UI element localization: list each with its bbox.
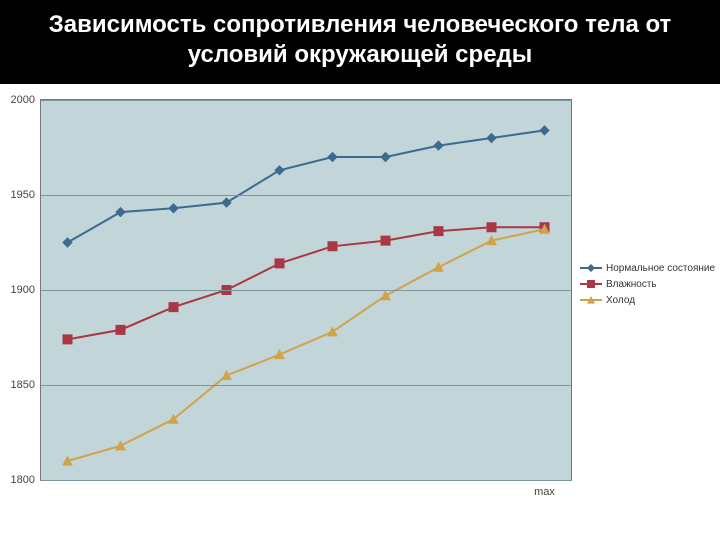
legend-swatch — [580, 262, 602, 274]
series-marker — [275, 350, 284, 359]
series-marker — [487, 134, 496, 143]
series-marker — [116, 325, 125, 334]
y-axis-label: 1850 — [11, 379, 35, 391]
legend-label: Влажность — [606, 279, 657, 290]
gridline — [41, 100, 571, 101]
legend-swatch — [580, 294, 602, 306]
series-line — [68, 227, 545, 339]
y-axis-label: 1950 — [11, 189, 35, 201]
series-marker — [381, 153, 390, 162]
series-marker — [222, 198, 231, 207]
series-marker — [434, 263, 443, 272]
series-marker — [63, 335, 72, 344]
legend: Нормальное состояние Влажность Холод — [580, 259, 715, 309]
series-marker — [540, 126, 549, 135]
x-axis-label: max — [534, 486, 555, 498]
plot-area: 18001850190019502000max — [40, 99, 572, 481]
series-marker — [116, 441, 125, 450]
series-marker — [434, 227, 443, 236]
series-marker — [275, 259, 284, 268]
legend-item: Нормальное состояние — [580, 261, 715, 275]
series-marker — [116, 208, 125, 217]
gridline — [41, 385, 571, 386]
series-marker — [275, 166, 284, 175]
y-axis-label: 2000 — [11, 94, 35, 106]
series-marker — [328, 153, 337, 162]
series-marker — [381, 291, 390, 300]
series-marker — [328, 242, 337, 251]
y-axis-label: 1900 — [11, 284, 35, 296]
legend-item: Холод — [580, 293, 715, 307]
page-title: Зависимость сопротивления человеческого … — [0, 0, 720, 84]
series-marker — [381, 236, 390, 245]
gridline — [41, 195, 571, 196]
chart-container: 18001850190019502000max Нормальное состо… — [0, 84, 720, 514]
series-marker — [487, 223, 496, 232]
legend-item: Влажность — [580, 277, 715, 291]
series-line — [68, 130, 545, 242]
legend-label: Нормальное состояние — [606, 263, 715, 274]
series-line — [68, 229, 545, 461]
series-marker — [434, 141, 443, 150]
series-marker — [169, 303, 178, 312]
gridline — [41, 290, 571, 291]
series-marker — [169, 204, 178, 213]
legend-label: Холод — [606, 295, 635, 306]
gridline — [41, 480, 571, 481]
series-marker — [63, 238, 72, 247]
y-axis-label: 1800 — [11, 474, 35, 486]
legend-swatch — [580, 278, 602, 290]
